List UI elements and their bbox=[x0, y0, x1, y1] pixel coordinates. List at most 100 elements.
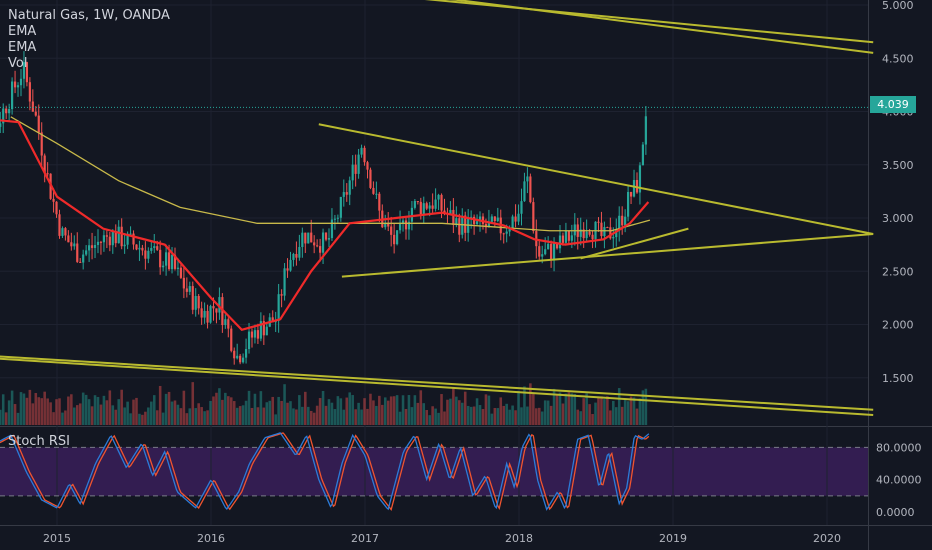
time-tick-label: 2019 bbox=[659, 532, 687, 545]
volume-bar bbox=[197, 403, 200, 425]
candle bbox=[629, 191, 633, 197]
volume-bar bbox=[108, 390, 112, 425]
candle bbox=[200, 308, 203, 318]
volume-bar bbox=[425, 409, 428, 425]
candle bbox=[529, 176, 532, 203]
price-tick-label: 3.000 bbox=[882, 212, 914, 225]
candle bbox=[253, 330, 257, 338]
candle bbox=[76, 243, 79, 262]
candle bbox=[419, 201, 422, 215]
volume-bar bbox=[28, 389, 32, 425]
candle bbox=[19, 78, 23, 86]
candle bbox=[242, 357, 245, 363]
volume-bar bbox=[209, 400, 212, 425]
candle bbox=[85, 250, 88, 255]
volume-bar bbox=[570, 393, 574, 425]
candle bbox=[307, 232, 310, 244]
volume-bar bbox=[232, 401, 236, 425]
candle bbox=[135, 244, 138, 250]
volume-bar bbox=[540, 411, 544, 425]
volume-bar bbox=[227, 396, 230, 425]
candle bbox=[372, 187, 375, 194]
candle bbox=[638, 165, 642, 193]
candle bbox=[538, 246, 541, 257]
volume-bar bbox=[4, 412, 8, 425]
candle bbox=[176, 267, 180, 269]
candle bbox=[88, 245, 91, 251]
candle bbox=[286, 268, 289, 271]
candle bbox=[526, 176, 529, 182]
candle bbox=[16, 85, 20, 88]
volume-bar bbox=[582, 398, 585, 425]
candle bbox=[114, 231, 117, 244]
volume-bar bbox=[532, 393, 535, 425]
volume-bar bbox=[135, 397, 138, 425]
volume-bar bbox=[150, 401, 153, 425]
time-tick-label: 2017 bbox=[351, 532, 379, 545]
candle bbox=[458, 218, 461, 235]
candle bbox=[354, 164, 357, 174]
candle bbox=[644, 116, 647, 145]
volume-bar bbox=[443, 411, 446, 425]
candle bbox=[310, 232, 313, 243]
volume-bar bbox=[200, 407, 203, 425]
volume-bar bbox=[342, 409, 346, 425]
volume-bar bbox=[176, 404, 180, 425]
candle bbox=[366, 162, 369, 170]
volume-bar bbox=[549, 405, 553, 425]
candle bbox=[612, 237, 615, 239]
volume-bar bbox=[164, 393, 168, 425]
candle bbox=[487, 221, 491, 228]
volume-bar bbox=[52, 412, 55, 425]
candle bbox=[455, 218, 458, 225]
time-tick-label: 2018 bbox=[505, 532, 533, 545]
volume-bar bbox=[93, 395, 97, 425]
candle bbox=[387, 223, 390, 227]
candle bbox=[567, 230, 570, 241]
volume-bar bbox=[152, 395, 156, 425]
candle bbox=[407, 221, 411, 230]
volume-bar bbox=[407, 395, 411, 425]
candle bbox=[271, 317, 274, 323]
time-tick-label: 2016 bbox=[197, 532, 225, 545]
volume-bar bbox=[511, 405, 514, 425]
candle bbox=[627, 191, 630, 217]
volume-bar bbox=[629, 396, 633, 425]
volume-bar bbox=[579, 411, 582, 425]
candle bbox=[440, 194, 443, 211]
volume-bar bbox=[455, 396, 458, 425]
candle bbox=[618, 215, 621, 230]
candle bbox=[443, 210, 446, 214]
volume-bar bbox=[591, 414, 594, 425]
candle bbox=[603, 227, 606, 237]
candle bbox=[67, 235, 70, 243]
candle bbox=[58, 214, 61, 236]
volume-bar bbox=[484, 394, 488, 425]
price-tick-label: 1.500 bbox=[882, 372, 914, 385]
volume-bar bbox=[324, 405, 328, 425]
volume-bar bbox=[321, 390, 325, 425]
volume-bar bbox=[375, 405, 378, 425]
candle bbox=[259, 321, 262, 339]
candle bbox=[422, 203, 425, 215]
volume-bar bbox=[221, 399, 224, 425]
candle bbox=[585, 231, 588, 239]
volume-bar bbox=[67, 396, 70, 425]
candle bbox=[384, 223, 387, 228]
volume-bar bbox=[552, 388, 556, 425]
price-tick-label: 3.500 bbox=[882, 159, 914, 172]
volume-bar bbox=[383, 397, 387, 425]
volume-bar bbox=[496, 408, 500, 425]
candle bbox=[378, 193, 381, 211]
candle bbox=[132, 233, 135, 245]
candle bbox=[256, 330, 260, 339]
candle bbox=[600, 222, 603, 237]
volume-bar bbox=[244, 400, 248, 425]
candle bbox=[105, 235, 108, 237]
volume-bar bbox=[422, 403, 426, 425]
candle bbox=[404, 220, 408, 230]
candle bbox=[532, 202, 535, 232]
volume-bar bbox=[437, 412, 440, 425]
volume-bar bbox=[81, 392, 85, 425]
